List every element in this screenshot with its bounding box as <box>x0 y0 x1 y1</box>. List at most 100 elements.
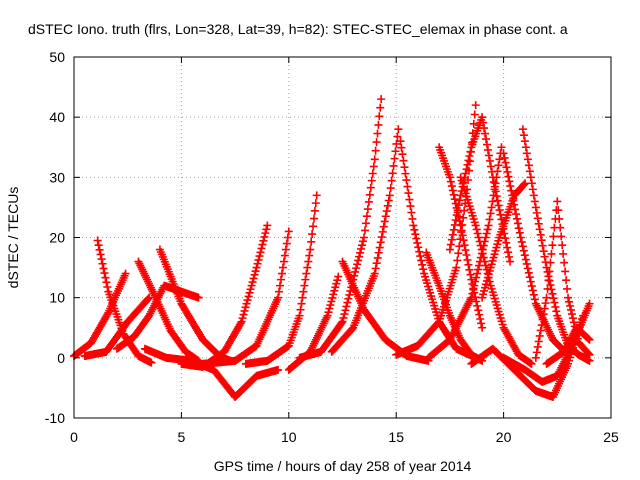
data-point <box>241 303 250 312</box>
data-point <box>554 206 563 215</box>
data-point <box>99 264 108 273</box>
data-point <box>504 248 513 257</box>
data-point <box>445 173 454 182</box>
series-arc6 <box>140 344 283 401</box>
data-point <box>370 155 379 164</box>
data-point <box>455 217 464 226</box>
data-point <box>345 290 354 299</box>
data-point <box>102 278 111 287</box>
data-point <box>279 257 288 266</box>
data-point <box>539 310 548 319</box>
x-tick-label: 25 <box>603 429 619 445</box>
data-point <box>493 167 502 176</box>
data-point <box>327 297 336 306</box>
data-point <box>342 302 351 311</box>
data-point <box>485 156 494 165</box>
data-point <box>450 220 459 229</box>
data-point <box>236 319 245 328</box>
data-point <box>298 293 307 302</box>
series-arc9 <box>198 227 293 368</box>
data-point <box>516 233 525 242</box>
data-point <box>376 103 385 112</box>
data-point <box>480 237 489 246</box>
y-tick-label: 40 <box>49 109 65 125</box>
series-arc13 <box>338 257 433 365</box>
data-point <box>531 353 540 362</box>
data-point <box>358 241 367 250</box>
data-point <box>375 243 384 252</box>
data-point <box>527 359 536 368</box>
data-point <box>464 156 473 165</box>
series-arc15 <box>396 137 478 361</box>
data-point <box>548 289 557 298</box>
data-point <box>376 238 385 247</box>
data-point <box>356 248 365 257</box>
data-point <box>573 334 582 343</box>
y-axis-label: dSTEC / TECUs <box>5 187 21 289</box>
data-point <box>549 232 558 241</box>
data-point <box>522 259 531 268</box>
data-point <box>412 234 421 243</box>
data-point <box>521 179 530 188</box>
data-point <box>478 323 487 332</box>
data-point <box>458 231 467 240</box>
data-point <box>466 147 475 156</box>
data-point <box>550 298 559 307</box>
chart-title: dSTEC Iono. truth (flrs, Lon=328, Lat=39… <box>28 21 568 37</box>
data-point <box>256 248 265 257</box>
series-arc10 <box>241 191 321 368</box>
data-point <box>518 125 527 134</box>
data-point <box>399 156 408 165</box>
data-point <box>528 185 537 194</box>
data-point <box>450 195 459 204</box>
data-point <box>479 118 488 127</box>
data-point <box>565 297 574 306</box>
data-point <box>536 326 545 335</box>
data-point <box>405 195 414 204</box>
data-point <box>284 227 293 236</box>
data-point <box>525 167 534 176</box>
data-point <box>464 260 473 269</box>
data-point <box>275 287 284 296</box>
data-point <box>365 190 374 199</box>
data-point <box>380 217 389 226</box>
data-point <box>95 245 104 254</box>
data-point <box>469 119 478 128</box>
data-point <box>529 290 538 299</box>
data-point <box>457 226 466 235</box>
data-point <box>566 305 575 314</box>
data-point <box>333 276 342 285</box>
data-point <box>518 242 527 251</box>
data-point <box>527 282 536 291</box>
data-point <box>453 256 462 265</box>
series-arc20 <box>456 173 536 368</box>
data-point <box>541 299 550 308</box>
data-point <box>529 191 538 200</box>
data-point <box>355 252 364 261</box>
series-arc17 <box>392 101 480 359</box>
data-point <box>557 232 566 241</box>
data-point <box>434 318 443 327</box>
data-point <box>261 229 270 238</box>
data-point <box>553 197 562 206</box>
data-point <box>481 261 490 270</box>
data-point <box>408 214 417 223</box>
data-point <box>489 178 498 187</box>
data-point <box>351 267 360 276</box>
data-point <box>372 138 381 147</box>
data-point <box>469 285 478 294</box>
data-point <box>540 304 549 313</box>
data-point <box>538 315 547 324</box>
data-point <box>306 245 315 254</box>
data-point <box>383 201 392 210</box>
y-tick-label: 30 <box>49 169 65 185</box>
data-point <box>305 251 314 260</box>
data-point <box>258 240 267 249</box>
data-point <box>454 201 463 210</box>
data-point <box>470 281 479 290</box>
data-point <box>325 304 334 313</box>
data-point <box>463 255 472 264</box>
data-point <box>413 238 422 247</box>
data-point <box>386 184 395 193</box>
